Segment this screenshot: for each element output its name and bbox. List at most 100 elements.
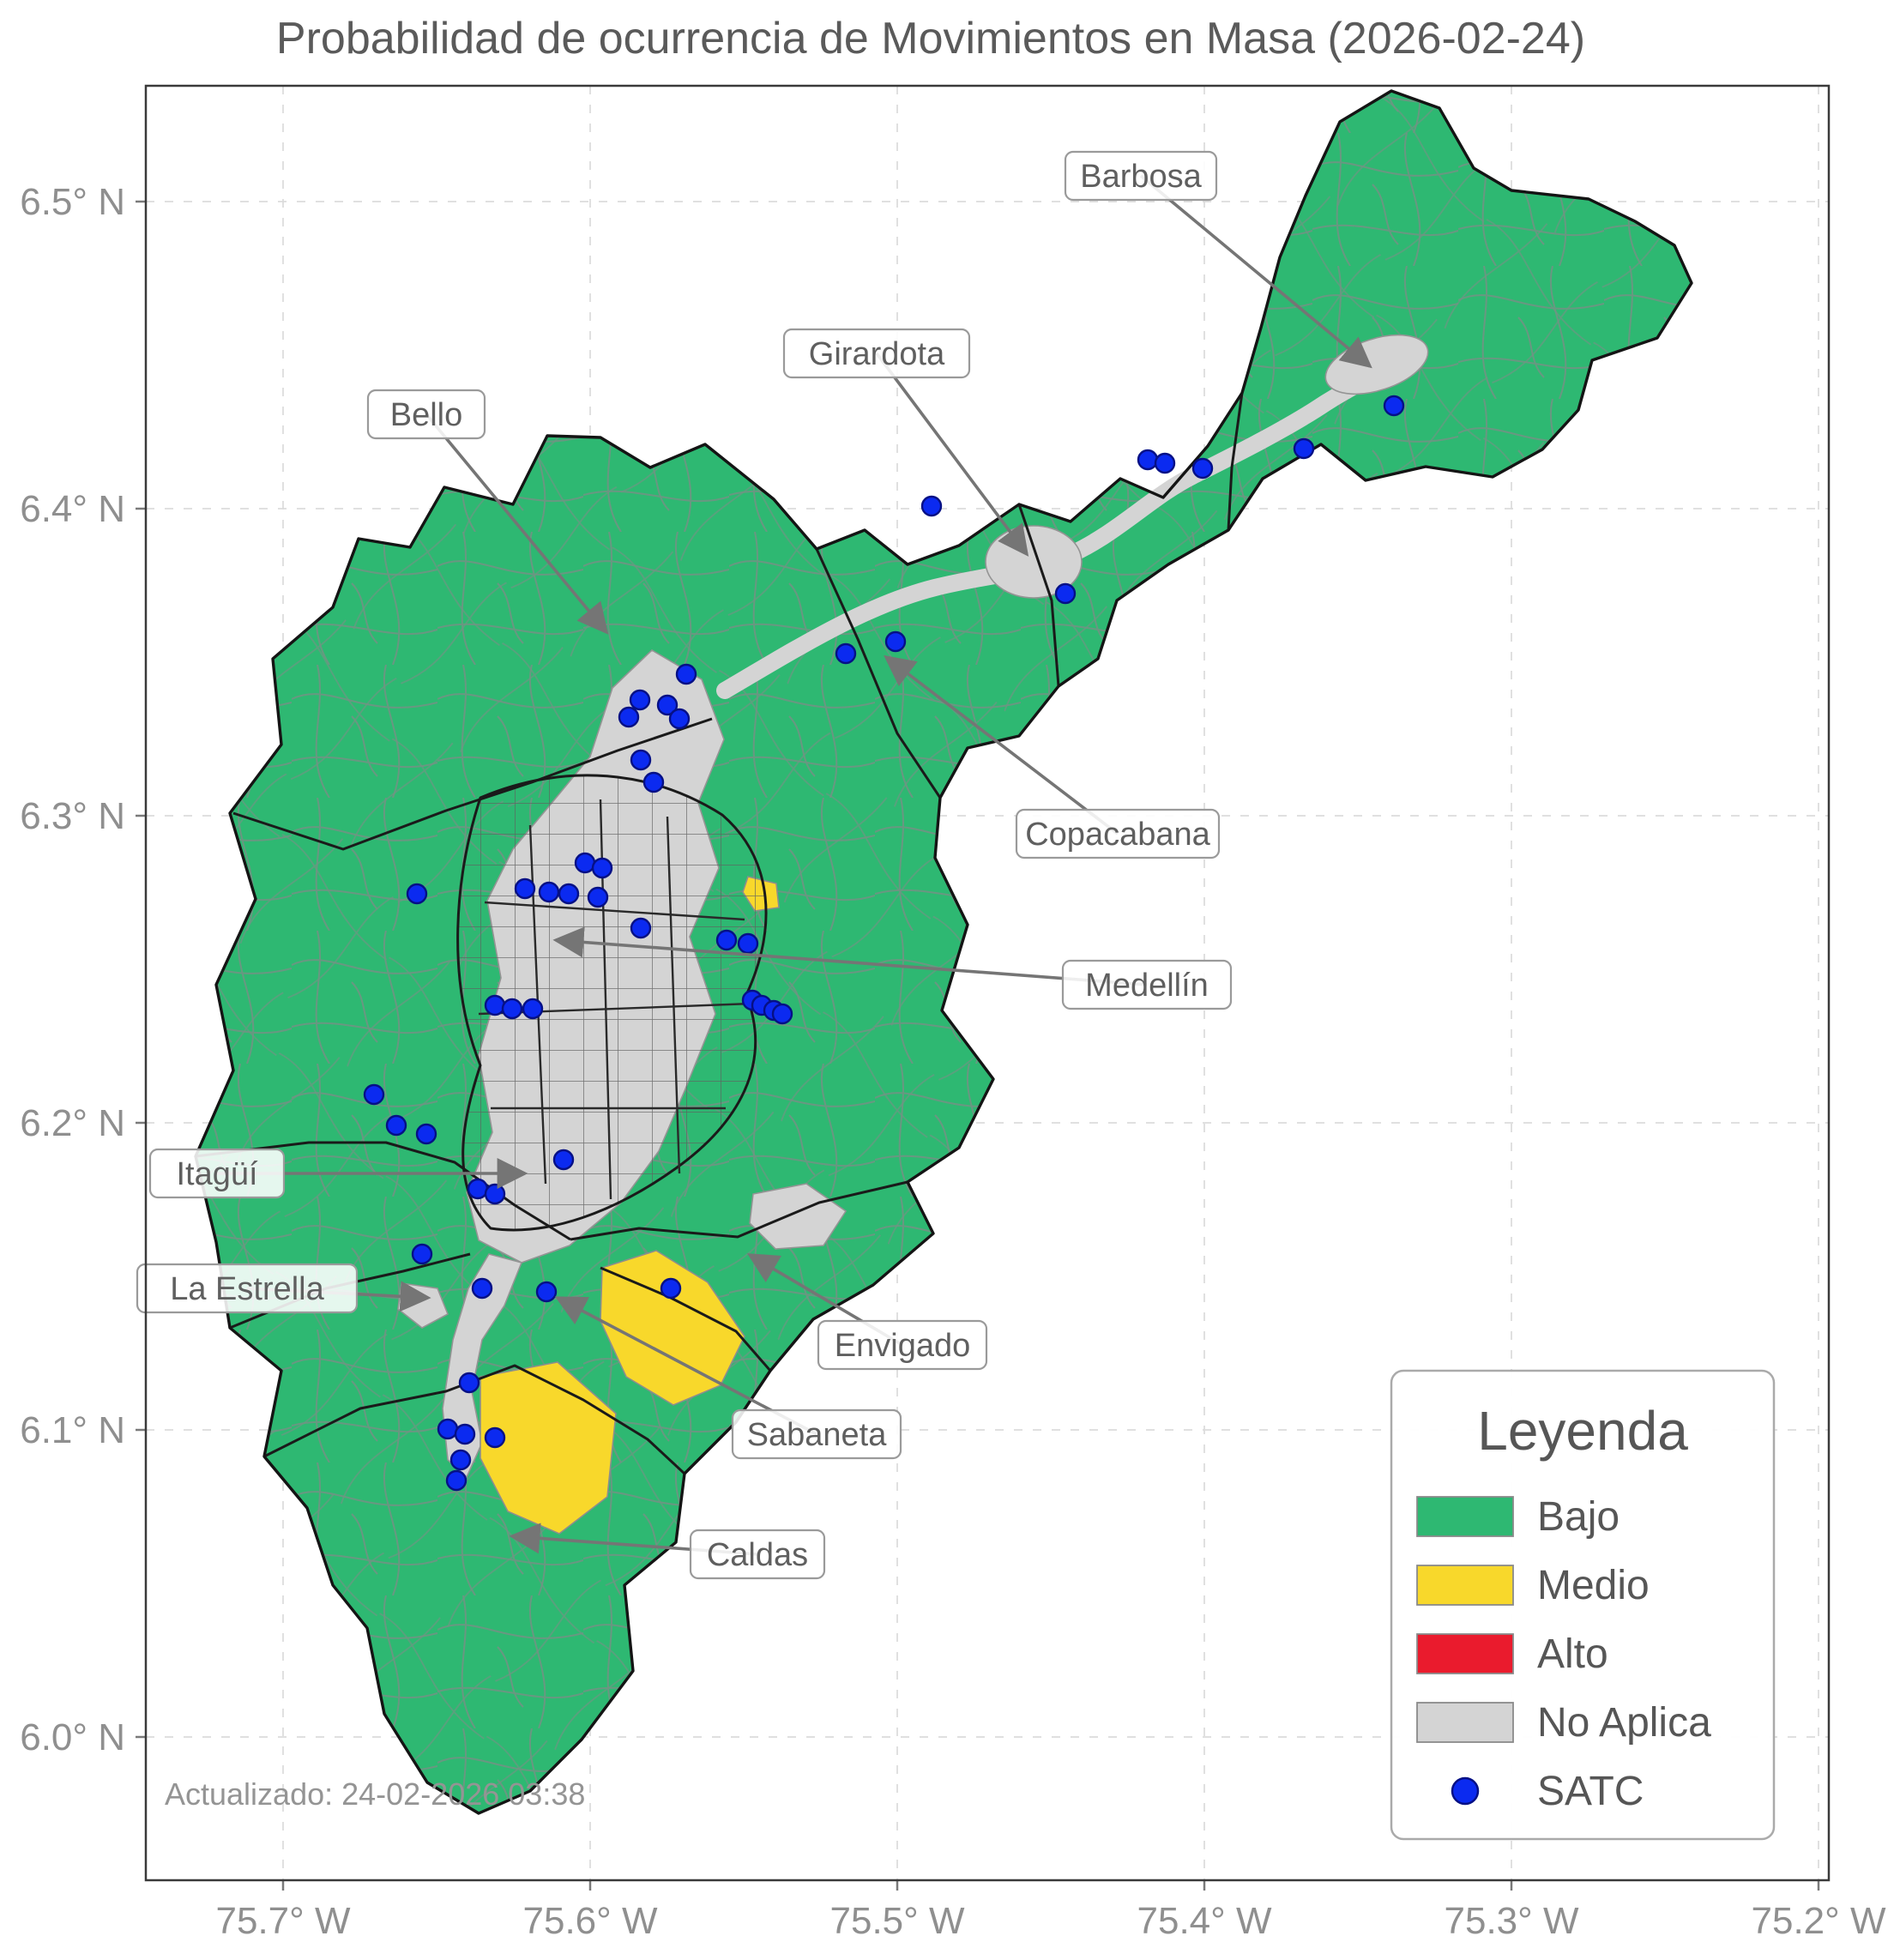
legend: Leyenda Bajo Medio Alto No Aplica SATC xyxy=(1390,1369,1776,1841)
legend-item-label: Medio xyxy=(1537,1563,1650,1608)
satc-point xyxy=(771,1003,793,1025)
satc-point xyxy=(1154,452,1176,474)
y-tick-label: 6.4° N xyxy=(20,488,125,530)
legend-item-no-aplica: No Aplica xyxy=(1416,1700,1711,1746)
satc-point xyxy=(471,1277,493,1300)
satc-point xyxy=(715,929,738,951)
legend-item-label: SATC xyxy=(1537,1769,1644,1814)
river-corridor-no-aplica xyxy=(716,358,1405,699)
legend-point-swatch xyxy=(1451,1776,1480,1806)
annotation-barbosa: Barbosa xyxy=(1064,150,1218,202)
satc-point xyxy=(642,771,665,793)
medium-probability-patch-caldas xyxy=(480,1361,617,1535)
plot-border xyxy=(144,84,1831,1882)
annotation-box xyxy=(366,389,486,440)
satc-points-layer xyxy=(363,395,1405,1492)
annotation-envigado: Envigado xyxy=(817,1319,988,1371)
satc-point xyxy=(1054,582,1077,605)
satc-point xyxy=(618,706,640,728)
legend-title: Leyenda xyxy=(1477,1400,1688,1462)
satc-point xyxy=(415,1123,437,1145)
annotation-bello: Bello xyxy=(366,389,486,440)
annotation-box xyxy=(148,1148,286,1199)
satc-point xyxy=(660,1277,682,1300)
satc-point xyxy=(656,694,679,716)
legend-item-bajo: Bajo xyxy=(1416,1494,1620,1540)
y-tick-label: 6.2° N xyxy=(20,1102,125,1144)
x-tick-label: 75.6° W xyxy=(523,1900,658,1942)
legend-items: Bajo Medio Alto No Aplica SATC xyxy=(1416,1494,1711,1814)
annotation-box xyxy=(1015,808,1221,859)
satc-point xyxy=(385,1114,407,1137)
satc-point xyxy=(587,886,609,908)
annotation-label: Medellín xyxy=(1085,968,1209,1004)
x-tick-label: 75.3° W xyxy=(1445,1900,1579,1942)
municipality-boundaries xyxy=(195,392,1244,1475)
y-tick-label: 6.0° N xyxy=(20,1716,125,1758)
legend-swatch xyxy=(1416,1565,1514,1606)
region-outer-boundary xyxy=(194,89,1693,1815)
satc-point xyxy=(835,642,857,665)
satc-point xyxy=(484,1183,506,1205)
satc-point xyxy=(668,708,691,730)
legend-item-label: No Aplica xyxy=(1537,1700,1711,1746)
satc-point xyxy=(445,1469,467,1492)
satc-point xyxy=(454,1423,476,1445)
annotation-copacabana: Copacabana xyxy=(1015,808,1221,859)
legend-swatch xyxy=(1416,1496,1514,1537)
legend-swatch xyxy=(1416,1633,1514,1674)
envigado-east-urban-area xyxy=(749,1183,847,1250)
satc-point xyxy=(630,917,652,939)
satc-point xyxy=(630,749,652,771)
annotations-layer: Barbosa Girardota Bello Copacabana Medellín I… xyxy=(136,150,1372,1580)
annotation-la-estrella: La Estrella xyxy=(136,1263,359,1314)
annotation-arrow xyxy=(884,654,1119,835)
satc-point xyxy=(484,1426,506,1449)
x-tick-label: 75.4° W xyxy=(1137,1900,1272,1942)
annotation-box xyxy=(1061,959,1233,1010)
annotation-label: Caldas xyxy=(707,1537,808,1573)
satc-point xyxy=(538,881,560,903)
satc-point xyxy=(406,883,428,905)
satc-point xyxy=(437,1418,459,1440)
legend-swatch xyxy=(1416,1702,1514,1743)
satc-point xyxy=(411,1243,433,1265)
annotation-label: La Estrella xyxy=(170,1271,324,1307)
updated-text: Actualizado: 24-02-2026 03:38 xyxy=(165,1776,585,1812)
annotation-arrow xyxy=(425,413,609,635)
x-tick-label: 75.5° W xyxy=(830,1900,965,1942)
satc-point xyxy=(535,1281,558,1303)
annotation-label: Girardota xyxy=(809,336,945,372)
annotation-label: Sabaneta xyxy=(747,1417,888,1453)
y-tick-label: 6.1° N xyxy=(20,1409,125,1451)
axis-ticks: 75.7° W 75.6° W 75.5° W 75.4° W 75.3° W 75.2°… xyxy=(20,181,1886,1942)
annotation-label: Itagüí xyxy=(176,1156,258,1192)
satc-point xyxy=(884,630,907,653)
map-region xyxy=(194,89,1693,1815)
annotation-box xyxy=(689,1529,826,1580)
satc-point xyxy=(574,852,596,874)
annotation-box xyxy=(782,328,971,379)
satc-point xyxy=(675,663,697,685)
satc-point xyxy=(501,998,523,1020)
annotation-box xyxy=(817,1319,988,1371)
x-tick-label: 75.7° W xyxy=(216,1900,351,1942)
annotation-caldas: Caldas xyxy=(689,1529,826,1580)
annotation-box xyxy=(1064,150,1218,202)
satc-point xyxy=(552,1149,575,1171)
annotation-sabaneta: Sabaneta xyxy=(731,1408,902,1460)
annotation-arrow xyxy=(1139,174,1372,369)
satc-point xyxy=(558,883,580,905)
satc-point xyxy=(1293,437,1315,460)
annotation-box xyxy=(136,1263,359,1314)
legend-item-alto: Alto xyxy=(1416,1631,1608,1677)
satc-point xyxy=(1383,395,1405,417)
legend-item-satc: SATC xyxy=(1451,1769,1644,1814)
legend-item-label: Bajo xyxy=(1537,1494,1620,1540)
annotation-medellin: Medellín xyxy=(1061,959,1233,1010)
satc-point xyxy=(514,877,536,900)
satc-point xyxy=(484,994,506,1016)
annotation-label: Bello xyxy=(390,397,463,433)
satc-point xyxy=(522,998,544,1020)
